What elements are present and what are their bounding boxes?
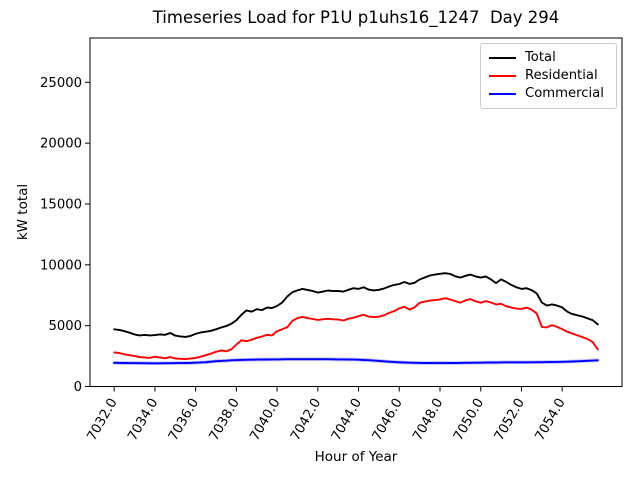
x-tick-label: 7042.0 bbox=[288, 396, 324, 443]
x-tick-label: 7054.0 bbox=[533, 396, 569, 443]
legend-entry-residential: Residential bbox=[489, 67, 616, 85]
legend-entry-commercial: Commercial bbox=[489, 85, 616, 103]
series-line-residential bbox=[113, 297, 599, 361]
series-line-commercial bbox=[113, 358, 599, 365]
legend-label-residential: Residential bbox=[525, 68, 598, 83]
x-tick-label: 7052.0 bbox=[492, 396, 528, 443]
x-tick-label: 7036.0 bbox=[166, 396, 202, 443]
x-axis-label: Hour of Year bbox=[315, 449, 398, 465]
x-tick-label: 7038.0 bbox=[207, 396, 243, 443]
y-tick-label: 0 bbox=[74, 380, 82, 395]
y-tick-label: 5000 bbox=[48, 319, 82, 334]
x-tick-label: 7046.0 bbox=[370, 396, 406, 443]
legend-entry-total: Total bbox=[489, 49, 616, 67]
y-tick-label: 20000 bbox=[40, 137, 82, 152]
x-tick-label: 7050.0 bbox=[451, 396, 487, 443]
x-tick-label: 7032.0 bbox=[85, 396, 121, 443]
x-tick-label: 7048.0 bbox=[410, 396, 446, 443]
chart-title: Timeseries Load for P1U p1uhs16_1247 Day… bbox=[152, 8, 560, 27]
legend: Total Residential Commercial bbox=[480, 43, 617, 109]
total-line-swatch bbox=[489, 57, 516, 59]
commercial-line-swatch bbox=[489, 93, 516, 95]
x-tick-label: 7040.0 bbox=[247, 396, 283, 443]
y-tick-label: 15000 bbox=[40, 197, 82, 212]
y-axis-label: kW total bbox=[15, 184, 31, 240]
series-line-total bbox=[113, 272, 599, 338]
legend-label-total: Total bbox=[525, 50, 556, 65]
legend-label-commercial: Commercial bbox=[525, 86, 604, 101]
x-tick-label: 7034.0 bbox=[125, 396, 161, 443]
x-tick-label: 7044.0 bbox=[329, 396, 365, 443]
y-tick-label: 10000 bbox=[40, 258, 82, 273]
axes-frame bbox=[89, 37, 623, 387]
residential-line-swatch bbox=[489, 75, 516, 77]
y-tick-label: 25000 bbox=[40, 76, 82, 91]
